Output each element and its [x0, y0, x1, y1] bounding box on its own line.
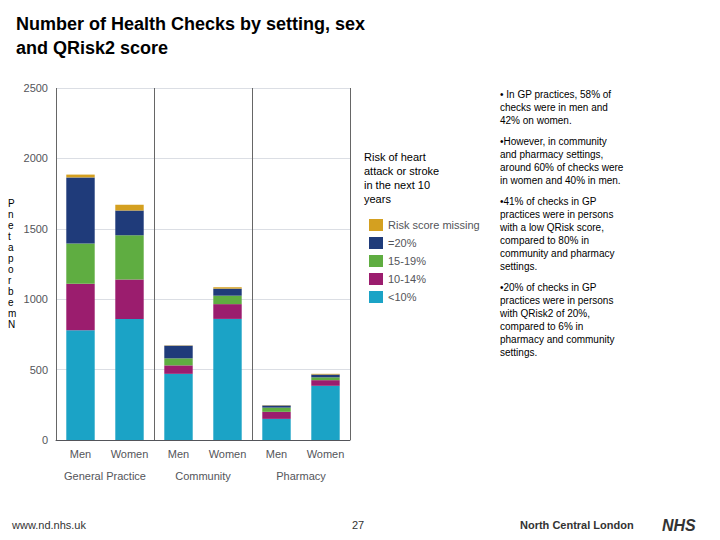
svg-text:practices were in persons: practices were in persons [500, 295, 613, 306]
svg-text:Number of Health Checks by set: Number of Health Checks by setting, sex [16, 14, 365, 34]
svg-text:attack or stroke: attack or stroke [364, 165, 439, 177]
svg-text:and pharmacy settings,: and pharmacy settings, [500, 149, 603, 160]
svg-text:and QRisk2 score: and QRisk2 score [16, 38, 168, 58]
svg-text:years: years [364, 193, 391, 205]
svg-text:Pharmacy: Pharmacy [276, 470, 326, 482]
svg-text:community and pharmacy: community and pharmacy [500, 248, 615, 259]
svg-text:1000: 1000 [24, 293, 48, 305]
svg-text:15-19%: 15-19% [388, 255, 426, 267]
svg-text:•However, in community: •However, in community [500, 136, 607, 147]
svg-text:NHS: NHS [662, 517, 696, 534]
svg-text:o: o [8, 264, 14, 275]
svg-text:compared to 80% in: compared to 80% in [500, 235, 589, 246]
svg-text:Men: Men [266, 448, 287, 460]
svg-text:Women: Women [209, 448, 247, 460]
svg-text:around 60% of checks were: around 60% of checks were [500, 162, 624, 173]
svg-text:North Central London: North Central London [520, 519, 634, 531]
svg-text:•20% of checks in GP: •20% of checks in GP [500, 282, 597, 293]
svg-text:42% on women.: 42% on women. [500, 115, 572, 126]
svg-text:t: t [8, 231, 11, 242]
svg-text:compared to 6% in: compared to 6% in [500, 321, 583, 332]
svg-text:2000: 2000 [24, 152, 48, 164]
svg-text:N: N [8, 319, 15, 330]
svg-text:27: 27 [352, 519, 364, 531]
svg-text:e: e [8, 297, 14, 308]
svg-text:e: e [8, 220, 14, 231]
svg-text:0: 0 [42, 434, 48, 446]
svg-text:Women: Women [111, 448, 149, 460]
svg-text:Risk of heart: Risk of heart [364, 151, 426, 163]
svg-text:Community: Community [175, 470, 231, 482]
svg-text:• In GP practices, 58% of: • In GP practices, 58% of [500, 89, 611, 100]
svg-text:General Practice: General Practice [64, 470, 146, 482]
svg-text:in the next 10: in the next 10 [364, 179, 430, 191]
svg-text:<10%: <10% [388, 291, 417, 303]
svg-text:1500: 1500 [24, 223, 48, 235]
svg-text:Women: Women [307, 448, 345, 460]
svg-text:p: p [8, 253, 14, 264]
svg-text:settings.: settings. [500, 347, 537, 358]
svg-text:Risk score missing: Risk score missing [388, 219, 480, 231]
svg-text:settings.: settings. [500, 261, 537, 272]
svg-text:r: r [8, 275, 12, 286]
svg-text:with a low QRisk score,: with a low QRisk score, [499, 222, 604, 233]
svg-text:Men: Men [70, 448, 91, 460]
svg-text:b: b [8, 286, 14, 297]
svg-text:checks were in men and: checks were in men and [500, 102, 608, 113]
svg-text:with QRisk2 of 20%,: with QRisk2 of 20%, [499, 308, 590, 319]
svg-text:=20%: =20% [388, 237, 417, 249]
svg-text:n: n [8, 209, 14, 220]
svg-text:pharmacy and community: pharmacy and community [500, 334, 615, 345]
svg-text:m: m [8, 308, 16, 319]
svg-text:in women and 40% in men.: in women and 40% in men. [500, 175, 621, 186]
svg-text:a: a [8, 242, 14, 253]
svg-text:500: 500 [30, 364, 48, 376]
svg-text:2500: 2500 [24, 82, 48, 94]
svg-text:•41% of checks in GP: •41% of checks in GP [500, 196, 597, 207]
svg-text:practices were in persons: practices were in persons [500, 209, 613, 220]
svg-text:www.nd.nhs.uk: www.nd.nhs.uk [11, 519, 86, 531]
svg-text:P: P [8, 198, 15, 209]
svg-text:10-14%: 10-14% [388, 273, 426, 285]
svg-text:Men: Men [168, 448, 189, 460]
